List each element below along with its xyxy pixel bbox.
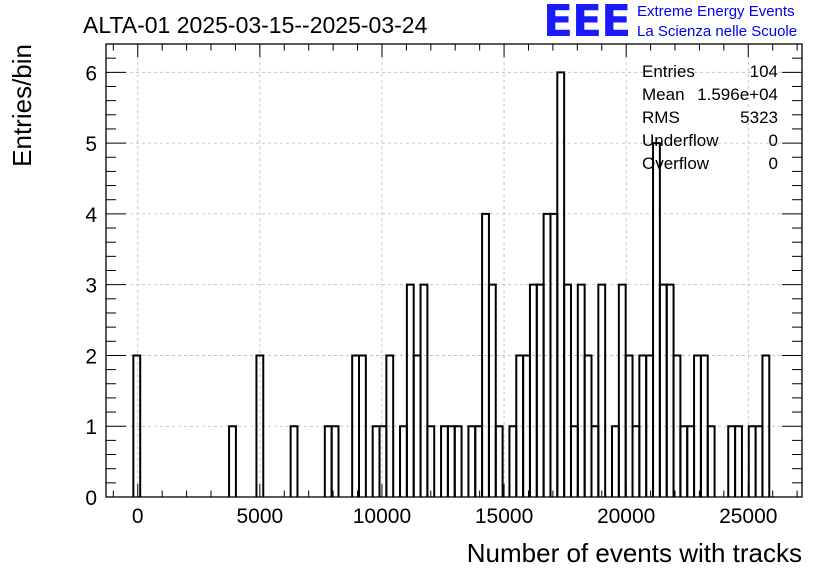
stats-box: Entries 104 Mean 1.596e+04 RMS 5323 Unde…: [642, 62, 778, 173]
histogram-bin: [631, 425, 641, 497]
x-tick-label: 15000: [475, 505, 533, 528]
histogram-bin: [734, 425, 743, 497]
stats-underflow-value: 0: [769, 131, 778, 150]
histogram-bin: [474, 425, 484, 497]
stats-rms-value: 5323: [740, 108, 778, 127]
stats-entries-label: Entries: [642, 62, 695, 81]
stats-underflow-label: Underflow: [642, 131, 719, 150]
chart-title: ALTA-01 2025-03-15--2025-03-24: [83, 12, 428, 38]
histogram-bin: [371, 425, 381, 497]
histogram-bin: [446, 425, 456, 497]
histogram-bin: [399, 425, 408, 497]
histogram-bin: [494, 425, 504, 497]
histogram-bin: [487, 283, 497, 497]
x-axis-label: Number of events with tracks: [467, 538, 802, 568]
eee-logo: EEE: [543, 0, 631, 47]
y-tick-label: 5: [85, 133, 97, 156]
histogram-bin: [508, 425, 518, 497]
histogram-bin: [665, 283, 675, 497]
histogram-bin: [323, 425, 333, 497]
y-tick-labels: 0 1 2 3 4 5 6: [85, 62, 97, 510]
y-tick-label: 4: [85, 204, 97, 227]
histogram-bin: [132, 354, 142, 497]
histogram-bin: [419, 283, 429, 497]
histogram-bin: [679, 425, 689, 497]
histogram-bin: [706, 425, 716, 497]
x-tick-label: 5000: [236, 505, 283, 528]
histogram-bin: [426, 425, 436, 497]
y-axis-label: Entries/bin: [7, 44, 37, 167]
x-tick-label: 20000: [597, 505, 655, 528]
histogram-bin: [652, 142, 661, 497]
histogram-bin: [385, 354, 395, 497]
stats-mean-value: 1.596e+04: [697, 85, 778, 104]
histogram-bin: [405, 283, 415, 497]
x-tick-labels: 0 5000 10000 15000 20000 25000: [132, 505, 778, 528]
histogram-bars: [132, 71, 771, 497]
stats-mean-label: Mean: [642, 85, 685, 104]
histogram-bin: [255, 354, 265, 497]
y-tick-label: 1: [85, 416, 97, 439]
histogram-bin: [611, 425, 620, 497]
histogram-bin: [747, 425, 757, 497]
x-tick-label: 10000: [353, 505, 411, 528]
histogram-bin: [686, 425, 696, 497]
histogram-bin: [358, 354, 367, 497]
histogram-bin: [289, 425, 299, 497]
stats-rms-label: RMS: [642, 108, 680, 127]
histogram-bin: [727, 425, 737, 497]
y-tick-label: 0: [85, 487, 97, 510]
histogram-bin: [597, 283, 607, 497]
histogram-bin: [658, 283, 668, 497]
histogram-bin: [228, 425, 237, 497]
histogram-bin: [754, 425, 764, 497]
histogram-bin: [576, 283, 586, 497]
histogram-bin: [535, 283, 545, 497]
histogram-bin: [453, 425, 463, 497]
histogram-bin: [467, 425, 477, 497]
histogram-bin: [569, 425, 579, 497]
x-tick-label: 0: [132, 505, 144, 528]
histogram-bin: [590, 425, 600, 497]
histogram-bin: [761, 354, 771, 497]
stats-overflow-value: 0: [769, 154, 778, 173]
histogram-bin: [378, 425, 388, 497]
y-tick-label: 2: [85, 345, 97, 368]
stats-overflow-label: Overflow: [642, 154, 710, 173]
histogram-bin: [528, 283, 538, 497]
y-tick-label: 6: [85, 62, 97, 85]
stats-entries-value: 104: [750, 62, 778, 81]
axis-ticks: [106, 43, 802, 498]
x-tick-label: 25000: [719, 505, 777, 528]
histogram-bin: [330, 425, 340, 497]
histogram-bin: [617, 283, 627, 497]
histogram-bin: [440, 425, 449, 497]
histogram-bin: [563, 283, 572, 497]
logo-text-line2: La Scienza nelle Scuole: [637, 23, 798, 40]
logo-text-line1: Extreme Energy Events: [637, 3, 795, 20]
y-tick-label: 3: [85, 275, 97, 298]
